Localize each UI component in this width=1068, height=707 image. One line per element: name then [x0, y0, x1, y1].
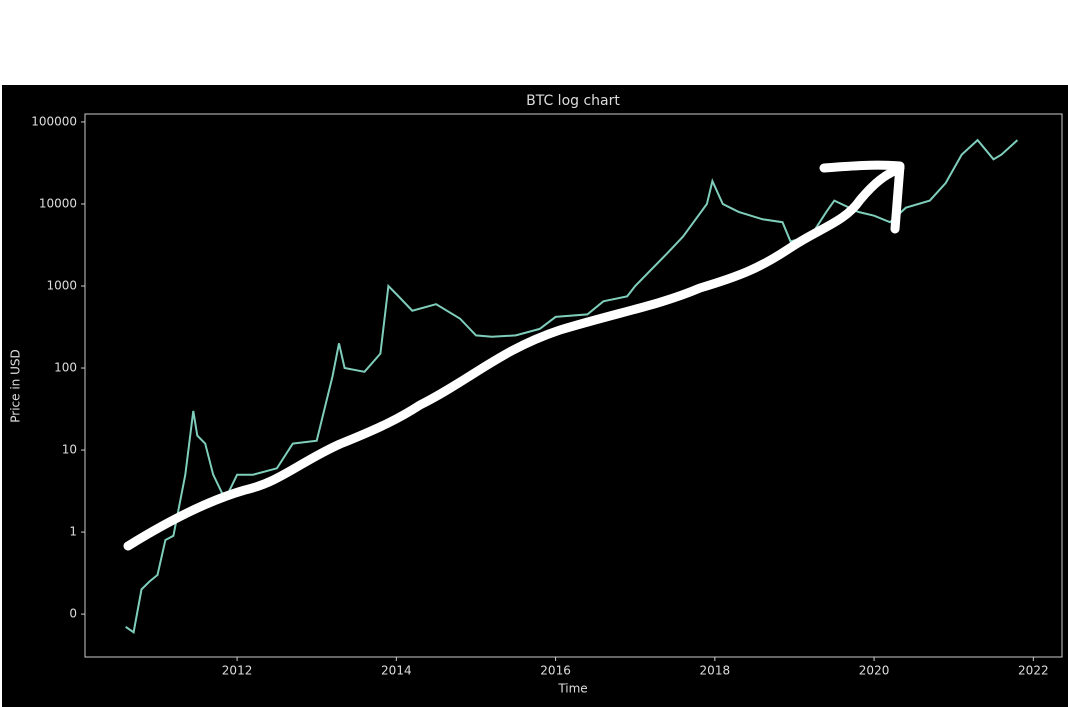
figure-background — [2, 85, 1068, 707]
drawn-arrow — [123, 160, 905, 551]
x-tick-label: 2018 — [700, 664, 731, 678]
plot-frame — [84, 113, 1063, 658]
y-tick-label: 10000 — [39, 196, 77, 210]
y-tick-label: 0 — [69, 607, 77, 621]
x-tick-label: 2022 — [1018, 664, 1049, 678]
y-tick-label: 100000 — [31, 114, 77, 128]
x-tick-label: 2012 — [222, 664, 253, 678]
y-tick-label: 1 — [69, 525, 77, 539]
y-tick-label: 100 — [54, 361, 77, 375]
y-tick-label: 1000 — [46, 279, 77, 293]
y-tick-label: 10 — [62, 443, 77, 457]
x-axis-label: Time — [557, 682, 587, 696]
y-axis-label: Price in USD — [9, 349, 23, 422]
plot-area — [125, 138, 1019, 634]
x-tick-label: 2014 — [381, 664, 412, 678]
price-line — [125, 138, 1019, 634]
x-tick-label: 2020 — [859, 664, 890, 678]
x-tick-label: 2016 — [540, 664, 571, 678]
chart-title: BTC log chart — [526, 93, 620, 109]
